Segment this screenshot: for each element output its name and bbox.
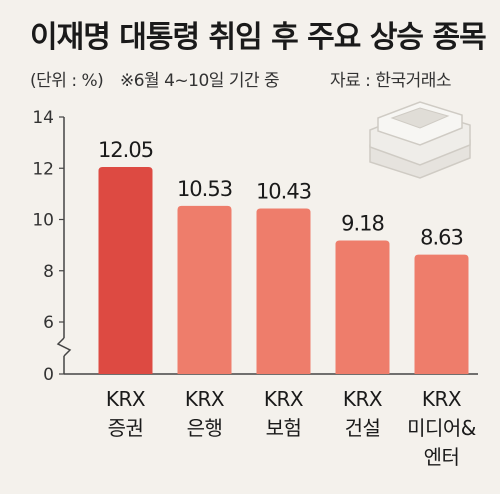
chart-title: 이재명 대통령 취임 후 주요 상승 종목	[30, 20, 487, 55]
bar	[414, 254, 469, 374]
bar	[98, 166, 153, 374]
y-tick-label: 0	[43, 365, 54, 385]
period-note: ※6월 4~10일 기간 중	[120, 71, 280, 91]
source-label: 자료 : 한국거래소	[330, 71, 452, 91]
data-label: 10.53	[177, 177, 232, 201]
category-label: KRX	[106, 387, 146, 411]
y-tick-label: 12	[32, 159, 54, 179]
category-label: KRX	[343, 387, 383, 411]
y-tick-label: 6	[43, 313, 54, 333]
category-label: KRX	[264, 387, 304, 411]
y-tick-label: 14	[32, 108, 54, 128]
category-label: 보험	[266, 416, 302, 440]
bar	[335, 240, 390, 374]
bar	[177, 205, 232, 374]
category-label: 건설	[345, 416, 381, 440]
y-tick-label: 8	[43, 262, 54, 282]
category-label: KRX	[185, 387, 225, 411]
stacked-coins-icon	[369, 101, 471, 179]
category-label: 증권	[108, 416, 144, 440]
data-label: 12.05	[98, 138, 153, 162]
data-label: 10.43	[256, 179, 311, 203]
unit-label: (단위 : %)	[30, 71, 104, 91]
y-tick-label: 10	[32, 211, 54, 231]
category-label: 은행	[187, 416, 223, 440]
data-label: 8.63	[420, 226, 463, 250]
axis-break-mark	[56, 337, 72, 357]
category-label: 미디어&	[407, 416, 476, 440]
data-label: 9.18	[341, 212, 384, 236]
bar	[256, 208, 311, 374]
category-label: 엔터	[424, 445, 460, 469]
category-label: KRX	[422, 387, 462, 411]
